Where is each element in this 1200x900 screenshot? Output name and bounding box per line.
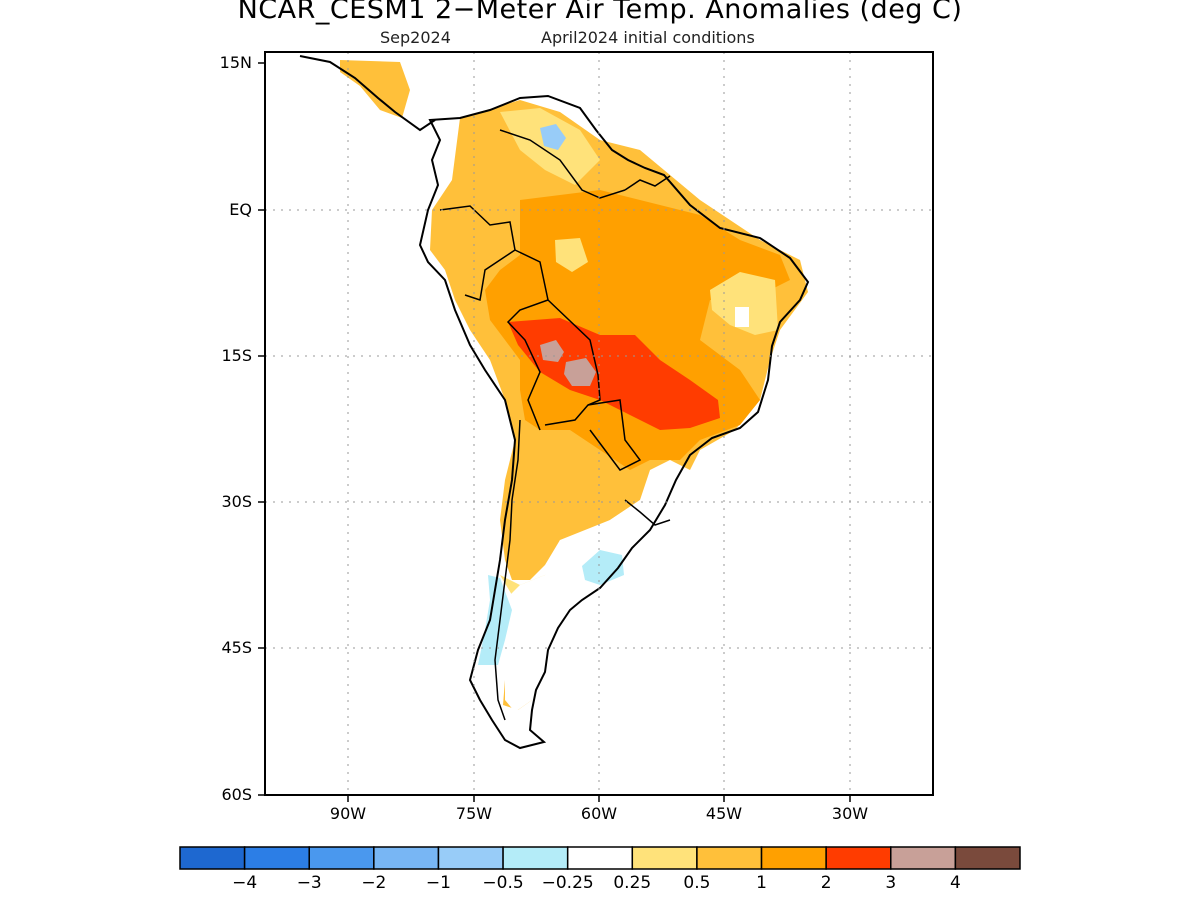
colorbar-label: 1 [756,873,767,893]
colorbar-label: 3 [885,873,897,893]
central-america-coastline [299,55,436,132]
lon-label-75w: 75W [455,804,493,823]
anomaly-region-yellow-amazon [555,238,588,272]
anomaly-region-yellow-ne [710,272,778,335]
anomaly-region-negative-venezuela [540,124,566,150]
colorbar-label: −1 [425,873,451,893]
colorbar-label: −0.25 [541,873,594,893]
colorbar-swatch [373,846,440,870]
border-uruguay [624,499,671,526]
lon-label-60w: 60W [580,804,618,823]
colorbar-swatch [760,846,827,870]
colorbar-swatch [631,846,698,870]
south-america-coastline [418,94,810,750]
colorbar [179,846,1021,870]
colorbar-swatch [890,846,957,870]
map-title: NCAR_CESM1 2−Meter Air Temp. Anomalies (… [237,0,963,25]
anomaly-region-4plus-b [564,358,596,386]
lon-label-30w: 30W [831,804,869,823]
colorbar-label: 0.5 [683,873,711,893]
forecast-month: Sep2024 [380,28,451,47]
colorbar-label: 0.25 [613,873,652,893]
anomaly-white-spot [735,307,749,327]
anomaly-fields [340,60,808,712]
colorbar-label: −2 [361,873,387,893]
colorbar-label: −3 [296,873,322,893]
colorbar-swatch [696,846,763,870]
colorbar-swatch [502,846,569,870]
colorbar-swatch [308,846,375,870]
colorbar-label: 2 [820,873,832,893]
colorbar-swatch [179,846,246,870]
lat-label-45s: 45S [221,638,252,657]
lat-label-60s: 60S [221,785,252,804]
anomaly-region-negative-argentina [582,550,624,585]
colorbar-label: −4 [232,873,258,893]
border-brazil-west [506,249,549,431]
border-bolivia [544,299,601,426]
lat-label-eq: EQ [229,200,252,219]
colorbar-swatch [243,846,310,870]
lat-label-15n: 15N [219,53,252,72]
border-venezuela [499,129,626,199]
axis-ticks [258,62,851,802]
colorbar-swatch [437,846,504,870]
border-paraguay [587,399,642,471]
border-argentina-chile [494,419,521,721]
coastlines [299,55,810,750]
lat-label-30s: 30S [221,492,252,511]
colorbar-swatch [954,846,1021,870]
lon-label-90w: 90W [329,804,367,823]
colorbar-swatch [825,846,892,870]
lon-label-45w: 45W [705,804,743,823]
border-guianas [624,175,671,191]
country-borders [439,129,671,721]
colorbar-swatch [566,846,634,870]
border-colombia [439,205,516,301]
colorbar-label: −0.5 [482,873,524,893]
initial-conditions: April2024 initial conditions [541,28,755,47]
anomaly-region-3plus [508,318,720,430]
colorbar-label: 4 [949,873,961,893]
lat-label-15s: 15S [221,346,252,365]
